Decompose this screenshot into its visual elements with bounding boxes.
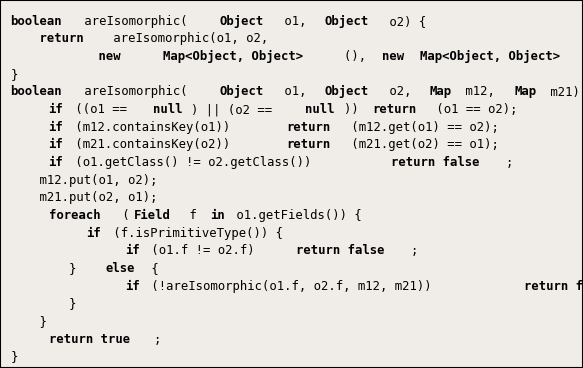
Text: }: } bbox=[10, 68, 18, 81]
Text: null: null bbox=[305, 103, 335, 116]
Text: m12.put(o1, o2);: m12.put(o1, o2); bbox=[10, 174, 158, 187]
Text: else: else bbox=[106, 262, 135, 275]
Text: (!areIsomorphic(o1.f, o2.f, m12, m21)): (!areIsomorphic(o1.f, o2.f, m12, m21)) bbox=[144, 280, 439, 293]
Text: return: return bbox=[10, 32, 85, 45]
Text: (m12.containsKey(o1)): (m12.containsKey(o1)) bbox=[68, 121, 237, 134]
Text: areIsomorphic(o1, o2,: areIsomorphic(o1, o2, bbox=[106, 32, 268, 45]
Text: (o1 == o2);: (o1 == o2); bbox=[429, 103, 518, 116]
Text: o1,: o1, bbox=[277, 85, 314, 98]
Text: if: if bbox=[48, 156, 64, 169]
Text: Map<Object, Object>: Map<Object, Object> bbox=[420, 50, 560, 63]
Text: return false: return false bbox=[391, 156, 480, 169]
Text: (m21.containsKey(o2)): (m21.containsKey(o2)) bbox=[68, 138, 237, 151]
Text: new: new bbox=[10, 50, 121, 63]
Text: }: } bbox=[10, 315, 47, 328]
Text: null: null bbox=[153, 103, 182, 116]
Text: (m21.get(o2) == o1);: (m21.get(o2) == o1); bbox=[343, 138, 498, 151]
Text: Object: Object bbox=[220, 15, 264, 28]
Text: boolean: boolean bbox=[10, 85, 62, 98]
Text: }: } bbox=[10, 297, 77, 310]
Text: return: return bbox=[286, 121, 331, 134]
Text: return: return bbox=[372, 103, 416, 116]
Text: ;: ; bbox=[505, 156, 512, 169]
Text: Map: Map bbox=[515, 85, 537, 98]
Text: o1.getFields()) {: o1.getFields()) { bbox=[229, 209, 362, 222]
Text: Object: Object bbox=[220, 85, 264, 98]
Text: if: if bbox=[125, 280, 139, 293]
Text: (o1.getClass() != o2.getClass()): (o1.getClass() != o2.getClass()) bbox=[68, 156, 318, 169]
Text: return: return bbox=[286, 138, 331, 151]
Text: if: if bbox=[48, 138, 64, 151]
Text: m12,: m12, bbox=[458, 85, 502, 98]
Text: m21.put(o2, o1);: m21.put(o2, o1); bbox=[10, 191, 158, 204]
Text: (: ( bbox=[115, 209, 130, 222]
Text: return fal: return fal bbox=[524, 280, 583, 293]
Text: o2,: o2, bbox=[382, 85, 419, 98]
Text: in: in bbox=[210, 209, 225, 222]
Text: if: if bbox=[125, 244, 139, 257]
Text: (o1.f != o2.f): (o1.f != o2.f) bbox=[144, 244, 262, 257]
Text: ((o1 ==: ((o1 == bbox=[68, 103, 134, 116]
Text: if: if bbox=[87, 227, 101, 240]
Text: new: new bbox=[382, 50, 404, 63]
Text: Map<Object, Object>: Map<Object, Object> bbox=[163, 50, 303, 63]
Text: m21) {: m21) { bbox=[543, 85, 583, 98]
Text: ) || (o2 ==: ) || (o2 == bbox=[191, 103, 280, 116]
Text: (),: (), bbox=[343, 50, 373, 63]
Text: ;: ; bbox=[410, 244, 417, 257]
Text: return true: return true bbox=[48, 333, 129, 346]
Text: o2) {: o2) { bbox=[382, 15, 426, 28]
Text: if: if bbox=[48, 121, 64, 134]
Text: }: } bbox=[10, 262, 85, 275]
Text: o1,: o1, bbox=[277, 15, 314, 28]
Text: foreach: foreach bbox=[48, 209, 100, 222]
Text: Field: Field bbox=[134, 209, 171, 222]
Text: (m12.get(o1) == o2);: (m12.get(o1) == o2); bbox=[343, 121, 498, 134]
Text: }: } bbox=[10, 350, 18, 363]
Text: (f.isPrimitiveType()) {: (f.isPrimitiveType()) { bbox=[106, 227, 283, 240]
Text: areIsomorphic(: areIsomorphic( bbox=[77, 15, 188, 28]
Text: {: { bbox=[144, 262, 159, 275]
Text: f: f bbox=[182, 209, 204, 222]
Text: boolean: boolean bbox=[10, 15, 62, 28]
Text: Object: Object bbox=[325, 85, 369, 98]
Text: if: if bbox=[48, 103, 64, 116]
Text: )): )) bbox=[343, 103, 366, 116]
Text: return false: return false bbox=[296, 244, 384, 257]
Text: areIsomorphic(: areIsomorphic( bbox=[77, 85, 188, 98]
Text: Map: Map bbox=[429, 85, 451, 98]
Text: Object: Object bbox=[325, 15, 369, 28]
Text: ;: ; bbox=[153, 333, 160, 346]
